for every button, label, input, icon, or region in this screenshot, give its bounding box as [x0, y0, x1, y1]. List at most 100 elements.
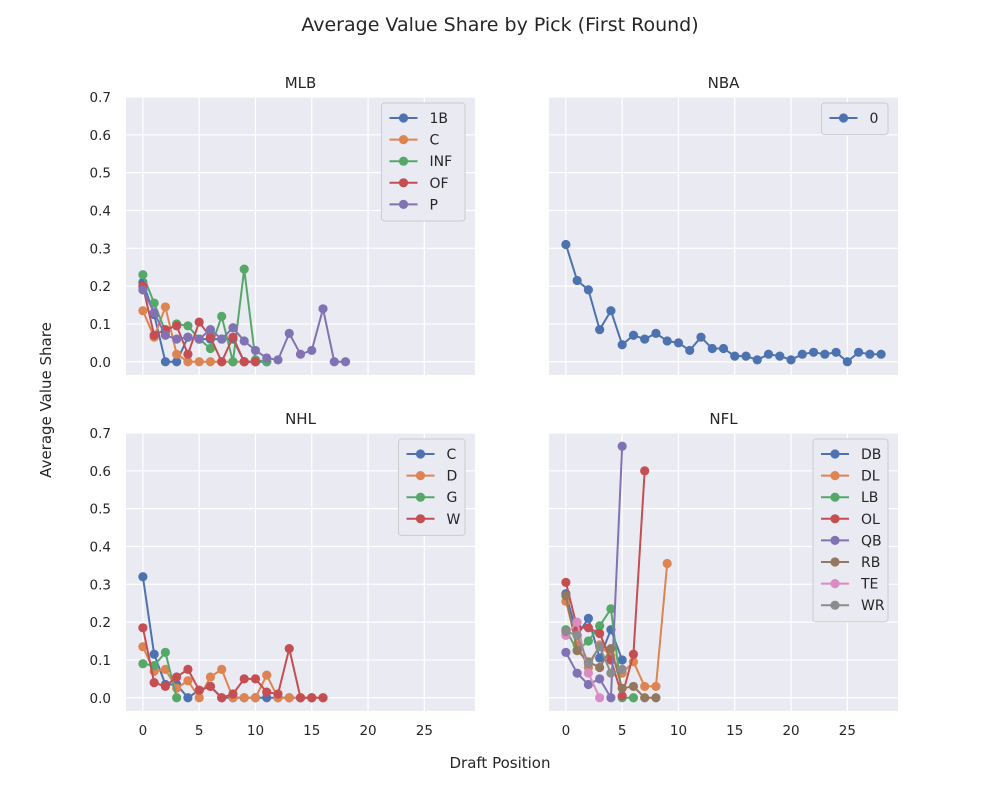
series-p [138, 285, 351, 367]
data-point [149, 649, 159, 659]
legend-item: INF [389, 154, 452, 170]
data-point [172, 672, 182, 682]
x-tick-label: 10 [247, 723, 264, 739]
data-point [194, 334, 204, 344]
y-tick-label: 0.1 [90, 317, 111, 333]
data-point [628, 681, 639, 692]
series-line [142, 651, 178, 699]
data-point [183, 357, 193, 367]
legend-swatch-marker [415, 471, 426, 481]
data-point [172, 334, 182, 344]
legend-label: DB [861, 447, 881, 463]
legend-swatch-marker [830, 535, 840, 546]
data-point [561, 591, 571, 601]
data-point [284, 328, 294, 338]
legend-label: TE [860, 577, 878, 593]
data-point [160, 681, 171, 692]
data-point [183, 349, 193, 359]
data-point [572, 275, 582, 286]
legend-swatch-marker [830, 471, 840, 481]
data-point [820, 349, 830, 359]
data-point [595, 693, 605, 703]
data-point [583, 659, 594, 669]
x-tick-label: 25 [416, 723, 433, 739]
data-point [295, 349, 306, 359]
data-point [273, 355, 283, 365]
data-point [583, 636, 594, 646]
legend-swatch-marker [398, 199, 409, 209]
data-point [307, 693, 317, 703]
data-point [595, 662, 605, 673]
data-point [239, 357, 249, 367]
data-point [318, 304, 328, 314]
y-tick-label: 0.3 [90, 241, 111, 257]
data-point [651, 328, 661, 338]
legend-item: WR [821, 598, 885, 614]
legend-item: QB [821, 533, 882, 549]
data-point [617, 691, 627, 701]
data-point [318, 693, 328, 703]
y-tick-label: 0.6 [90, 128, 111, 144]
data-point [205, 332, 216, 342]
data-point [640, 334, 650, 344]
legend-swatch-marker [415, 449, 426, 459]
y-tick-label: 0.0 [90, 691, 111, 707]
legend-frame [812, 438, 889, 623]
data-point [628, 649, 639, 659]
panel-nhl: 0.0 0.1 0.2 0.3 0.4 0.5 0.6 0.7 0 5 10 15 20 25 NHL CDG… [90, 410, 475, 739]
data-point [640, 466, 650, 476]
y-tick-label: 0.6 [90, 464, 111, 480]
data-point [205, 343, 216, 354]
data-point [640, 693, 650, 703]
data-point [284, 643, 294, 654]
data-point [662, 558, 672, 569]
x-tick-label: 5 [195, 723, 204, 739]
data-point [138, 306, 148, 316]
data-point [606, 604, 616, 614]
data-point [786, 355, 796, 365]
plot-background [549, 97, 898, 375]
data-point [217, 357, 227, 367]
data-point [572, 668, 582, 678]
legend-frame [381, 102, 466, 222]
data-point [172, 693, 182, 703]
legend-item: OF [389, 176, 449, 192]
legend-label: 0 [870, 111, 879, 127]
data-point [865, 349, 875, 359]
data-point [752, 355, 762, 365]
legend-item: 0 [829, 111, 879, 127]
legend-swatch-marker [398, 178, 409, 188]
panel-title: NBA [708, 74, 741, 92]
data-point [262, 353, 272, 363]
y-tick-label: 0.1 [90, 653, 111, 669]
data-point [831, 347, 841, 357]
legend-item: DL [821, 469, 880, 485]
data-point [262, 687, 272, 697]
data-point [160, 357, 171, 367]
data-point [250, 345, 261, 356]
data-point [160, 330, 171, 340]
legend-label: W [447, 512, 461, 528]
legend-swatch-marker [830, 449, 840, 459]
figure-ylabel: Average Value Share [37, 322, 55, 478]
data-point [138, 270, 148, 280]
data-point [617, 683, 627, 693]
legend-label: DL [861, 469, 880, 485]
data-point [138, 642, 148, 652]
legend-swatch-marker [415, 492, 426, 502]
data-point [595, 674, 605, 684]
legend-item: TE [821, 577, 878, 593]
series-0 [561, 239, 886, 367]
data-point [853, 347, 864, 357]
data-point [172, 357, 182, 367]
data-point [239, 674, 249, 684]
data-point [561, 577, 571, 588]
legend: 1B C INF OF P [381, 102, 466, 222]
y-tick-label: 0.2 [90, 615, 111, 631]
legend-label: OF [430, 176, 449, 192]
data-point [606, 643, 616, 654]
data-point [730, 351, 740, 361]
data-point [673, 338, 684, 348]
legend-label: C [447, 447, 457, 463]
data-point [217, 664, 227, 674]
